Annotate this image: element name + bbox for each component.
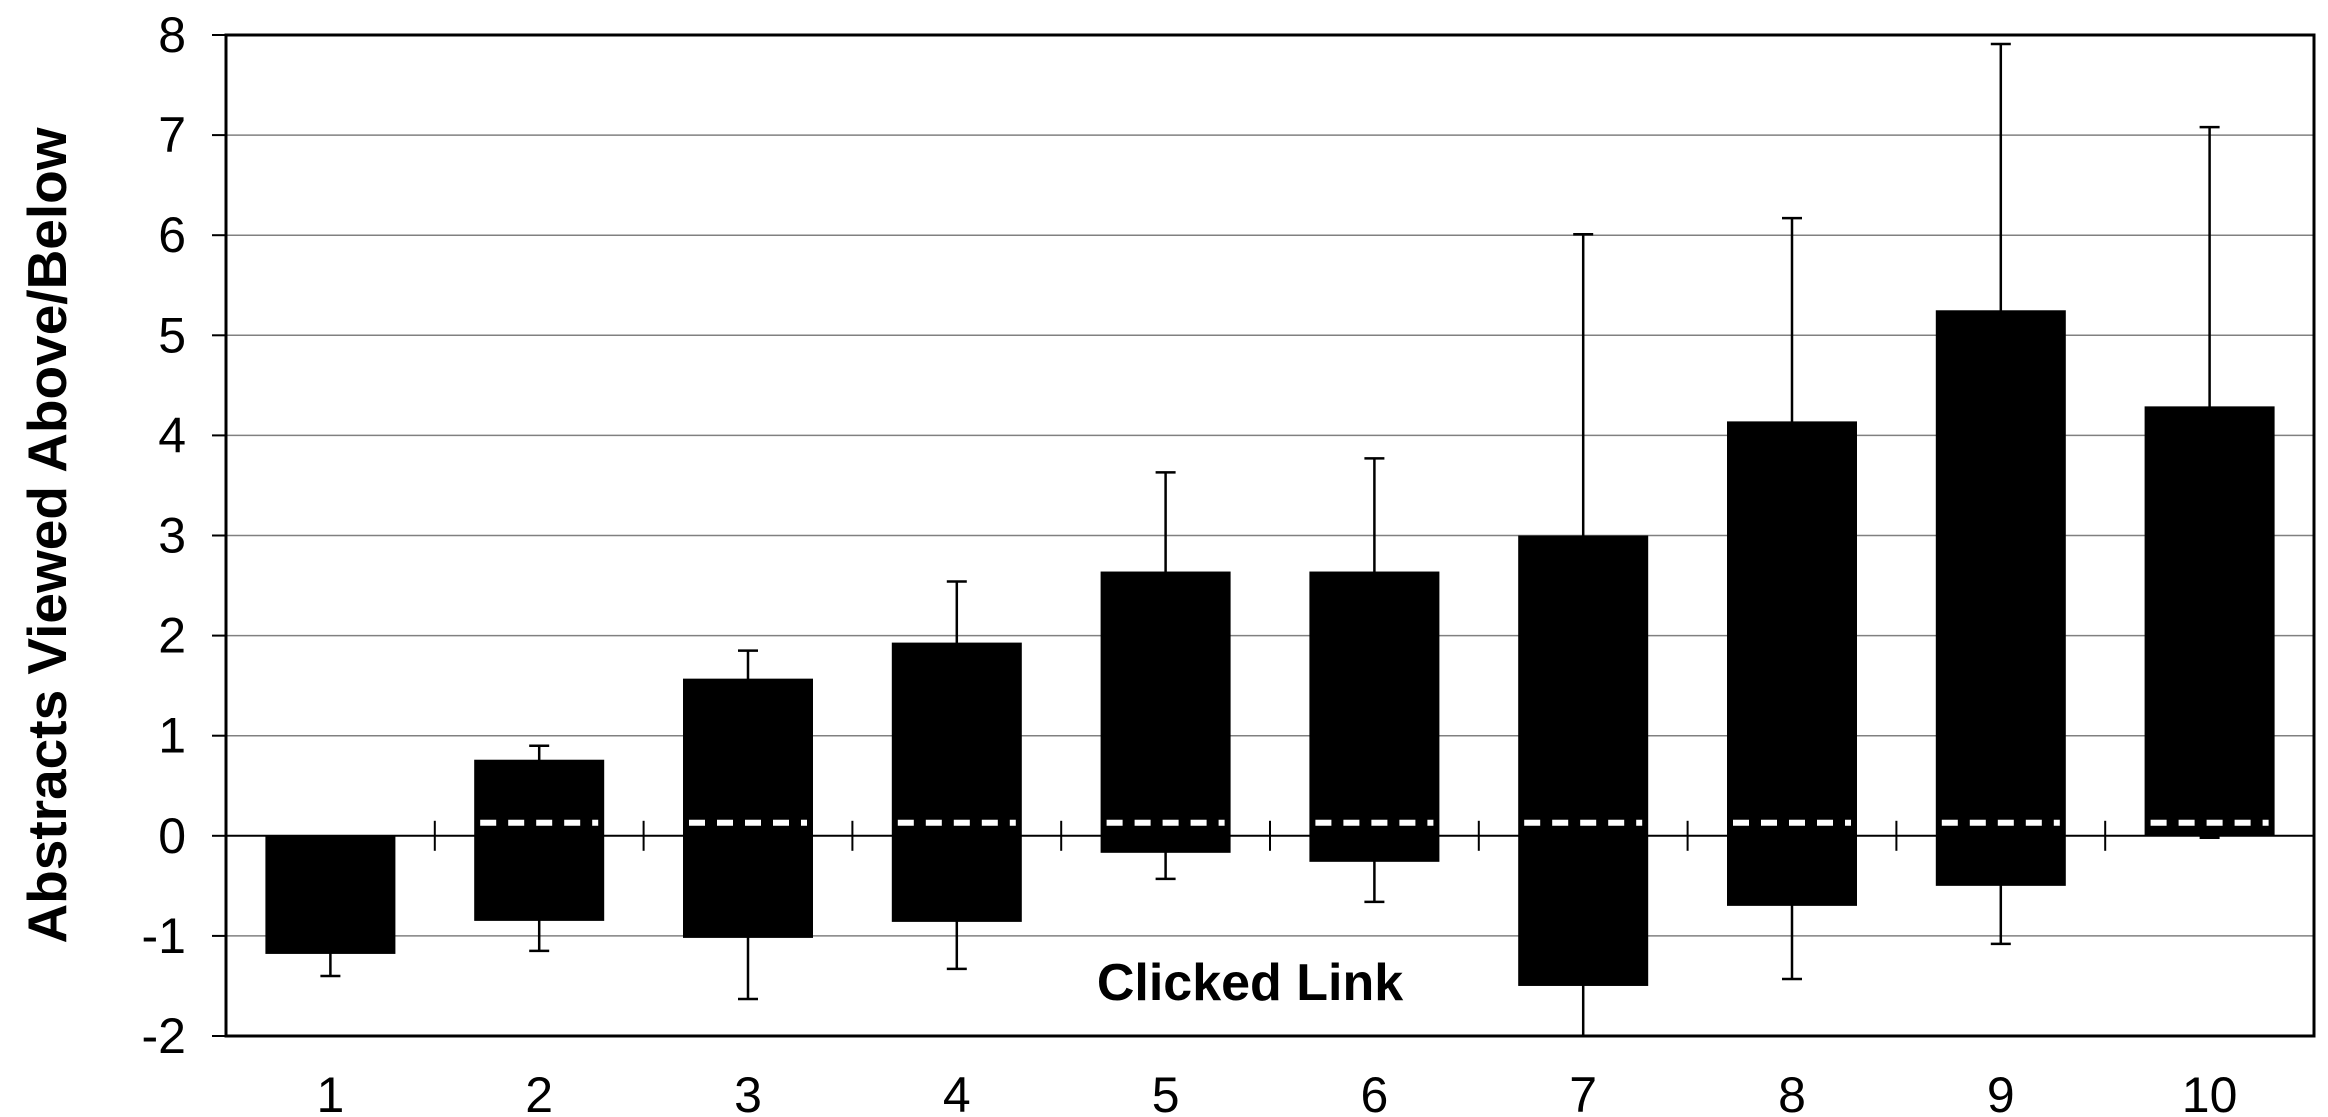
y-tick-label: -1: [142, 908, 186, 964]
x-tick-label: 8: [1778, 1067, 1806, 1117]
x-axis-ticks: [433, 820, 2107, 851]
y-tick-label: 3: [158, 508, 186, 564]
x-tick-label: 10: [2182, 1067, 2238, 1117]
x-tick-label: 5: [1152, 1067, 1180, 1117]
bar: [2144, 406, 2275, 836]
x-tick-label: 4: [943, 1067, 971, 1117]
bar: [1518, 535, 1649, 986]
x-tick-label: 1: [316, 1067, 344, 1117]
y-tick-label: 5: [158, 307, 186, 363]
plot-area-frame: [224, 33, 2316, 1038]
bar: [1935, 310, 2066, 886]
error-bars: [320, 42, 2220, 1036]
y-tick-label: 0: [158, 808, 186, 864]
x-tick-label: 7: [1569, 1067, 1597, 1117]
y-tick-labels: -2 -1 0 1 2 3 4 5 6 7 8: [142, 7, 186, 1064]
bar: [265, 835, 396, 954]
bars: [265, 310, 2275, 986]
x-tick-label: 9: [1987, 1067, 2015, 1117]
y-tick-label: 6: [158, 207, 186, 263]
y-tick-label: 8: [158, 7, 186, 63]
x-tick-label: 6: [1360, 1067, 1388, 1117]
y-tick-label: -2: [142, 1008, 186, 1064]
x-tick-label: 3: [734, 1067, 762, 1117]
y-tick-label: 1: [158, 708, 186, 764]
y-tick-label: 7: [158, 107, 186, 163]
bar: [891, 642, 1022, 922]
bar: [474, 759, 605, 921]
x-tick-label: 2: [525, 1067, 553, 1117]
x-tick-labels: 1 2 3 4 5 6 7 8 9 10: [316, 1067, 2237, 1117]
y-tick-label: 4: [158, 407, 186, 463]
clicked-link-annotation: Clicked Link: [1097, 954, 1403, 1012]
bar: [1100, 571, 1231, 853]
y-tick-label: 2: [158, 608, 186, 664]
bar: [1727, 421, 1857, 906]
y-axis-title: Abstracts Viewed Above/Below: [16, 127, 78, 943]
bar: [1309, 571, 1440, 862]
bar: [683, 678, 813, 938]
